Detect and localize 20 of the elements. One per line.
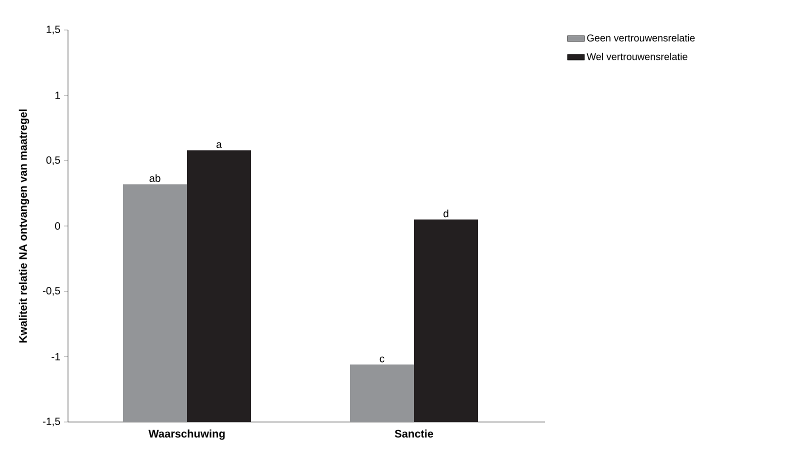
x-tick-label: Sanctie: [394, 430, 434, 438]
bar: [186, 150, 251, 422]
y-tick-label: 1: [55, 92, 60, 99]
y-tick-label: -1: [52, 353, 60, 360]
bar: [122, 184, 187, 422]
bar: [414, 219, 478, 422]
y-axis-title: Kwaliteit relatie NA ontvangen van maatregel: [18, 110, 30, 342]
bar: [350, 364, 414, 422]
annotation: d: [444, 210, 448, 218]
legend-label: Geen vertrouwensrelatie: [587, 34, 695, 42]
annotation: c: [380, 356, 384, 362]
legend-label: Wel vertrouwensrelatie: [586, 52, 688, 60]
y-tick-label: 1,5: [46, 26, 60, 34]
x-tick-label: Waarschuwing: [148, 430, 225, 440]
annotation: a: [216, 142, 222, 148]
y-tick-label: 0,5: [46, 156, 60, 165]
y-tick-label: -0,5: [42, 287, 60, 296]
y-tick-label: 0: [55, 222, 60, 230]
y-tick-label: -1,5: [42, 418, 60, 426]
annotation: ab: [150, 174, 160, 182]
